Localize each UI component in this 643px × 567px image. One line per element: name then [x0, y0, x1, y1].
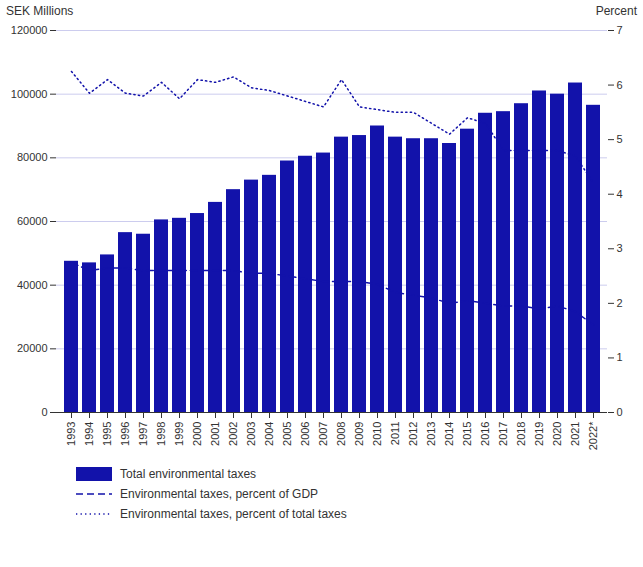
- svg-text:2004: 2004: [263, 422, 275, 446]
- svg-text:7: 7: [617, 24, 623, 36]
- svg-text:1: 1: [617, 351, 623, 363]
- svg-text:2021: 2021: [569, 422, 581, 446]
- svg-text:2000: 2000: [191, 422, 203, 446]
- html-text:Percent: Percent: [595, 4, 637, 18]
- svg-text:2011: 2011: [389, 422, 401, 446]
- svg-text:5: 5: [617, 133, 623, 145]
- svg-text:4: 4: [617, 188, 623, 200]
- svg-text:40000: 40000: [17, 279, 48, 291]
- svg-text:6: 6: [617, 79, 623, 91]
- svg-text:1999: 1999: [173, 422, 185, 446]
- svg-text:2: 2: [617, 297, 623, 309]
- svg-text:2002: 2002: [227, 422, 239, 446]
- svg-text:1994: 1994: [83, 422, 95, 446]
- svg-text:2009: 2009: [353, 422, 365, 446]
- svg-text:2016: 2016: [479, 422, 491, 446]
- html-text:Total environmental taxes: Total environmental taxes: [120, 467, 257, 481]
- html-text:SEK Millions: SEK Millions: [6, 4, 74, 18]
- svg-text:100000: 100000: [11, 88, 48, 100]
- svg-text:1995: 1995: [101, 422, 113, 446]
- svg-text:2010: 2010: [371, 422, 383, 446]
- svg-text:1997: 1997: [137, 422, 149, 446]
- svg-text:2007: 2007: [317, 422, 329, 446]
- svg-text:2014: 2014: [443, 422, 455, 446]
- svg-text:3: 3: [617, 242, 623, 254]
- html-text:Environmental taxes, percent o: Environmental taxes, percent of total ta…: [120, 507, 347, 521]
- svg-text:0: 0: [41, 406, 47, 418]
- svg-text:20000: 20000: [17, 342, 48, 354]
- svg-text:120000: 120000: [11, 24, 48, 36]
- svg-text:2020: 2020: [551, 422, 563, 446]
- svg-text:1993: 1993: [65, 422, 77, 446]
- svg-text:2013: 2013: [425, 422, 437, 446]
- svg-text:2005: 2005: [281, 422, 293, 446]
- svg-text:2015: 2015: [461, 422, 473, 446]
- svg-text:1996: 1996: [119, 422, 131, 446]
- svg-text:60000: 60000: [17, 215, 48, 227]
- svg-text:2022*: 2022*: [587, 421, 599, 450]
- svg-text:2018: 2018: [515, 422, 527, 446]
- svg-text:2017: 2017: [497, 422, 509, 446]
- svg-text:2012: 2012: [407, 422, 419, 446]
- svg-text:2008: 2008: [335, 422, 347, 446]
- svg-text:2019: 2019: [533, 422, 545, 446]
- svg-text:1998: 1998: [155, 422, 167, 446]
- svg-text:2006: 2006: [299, 422, 311, 446]
- svg-text:2003: 2003: [245, 422, 257, 446]
- svg-text:0: 0: [617, 406, 623, 418]
- svg-text:80000: 80000: [17, 151, 48, 163]
- svg-text:2001: 2001: [209, 422, 221, 446]
- html-text:Environmental taxes, percent o: Environmental taxes, percent of GDP: [120, 487, 319, 501]
